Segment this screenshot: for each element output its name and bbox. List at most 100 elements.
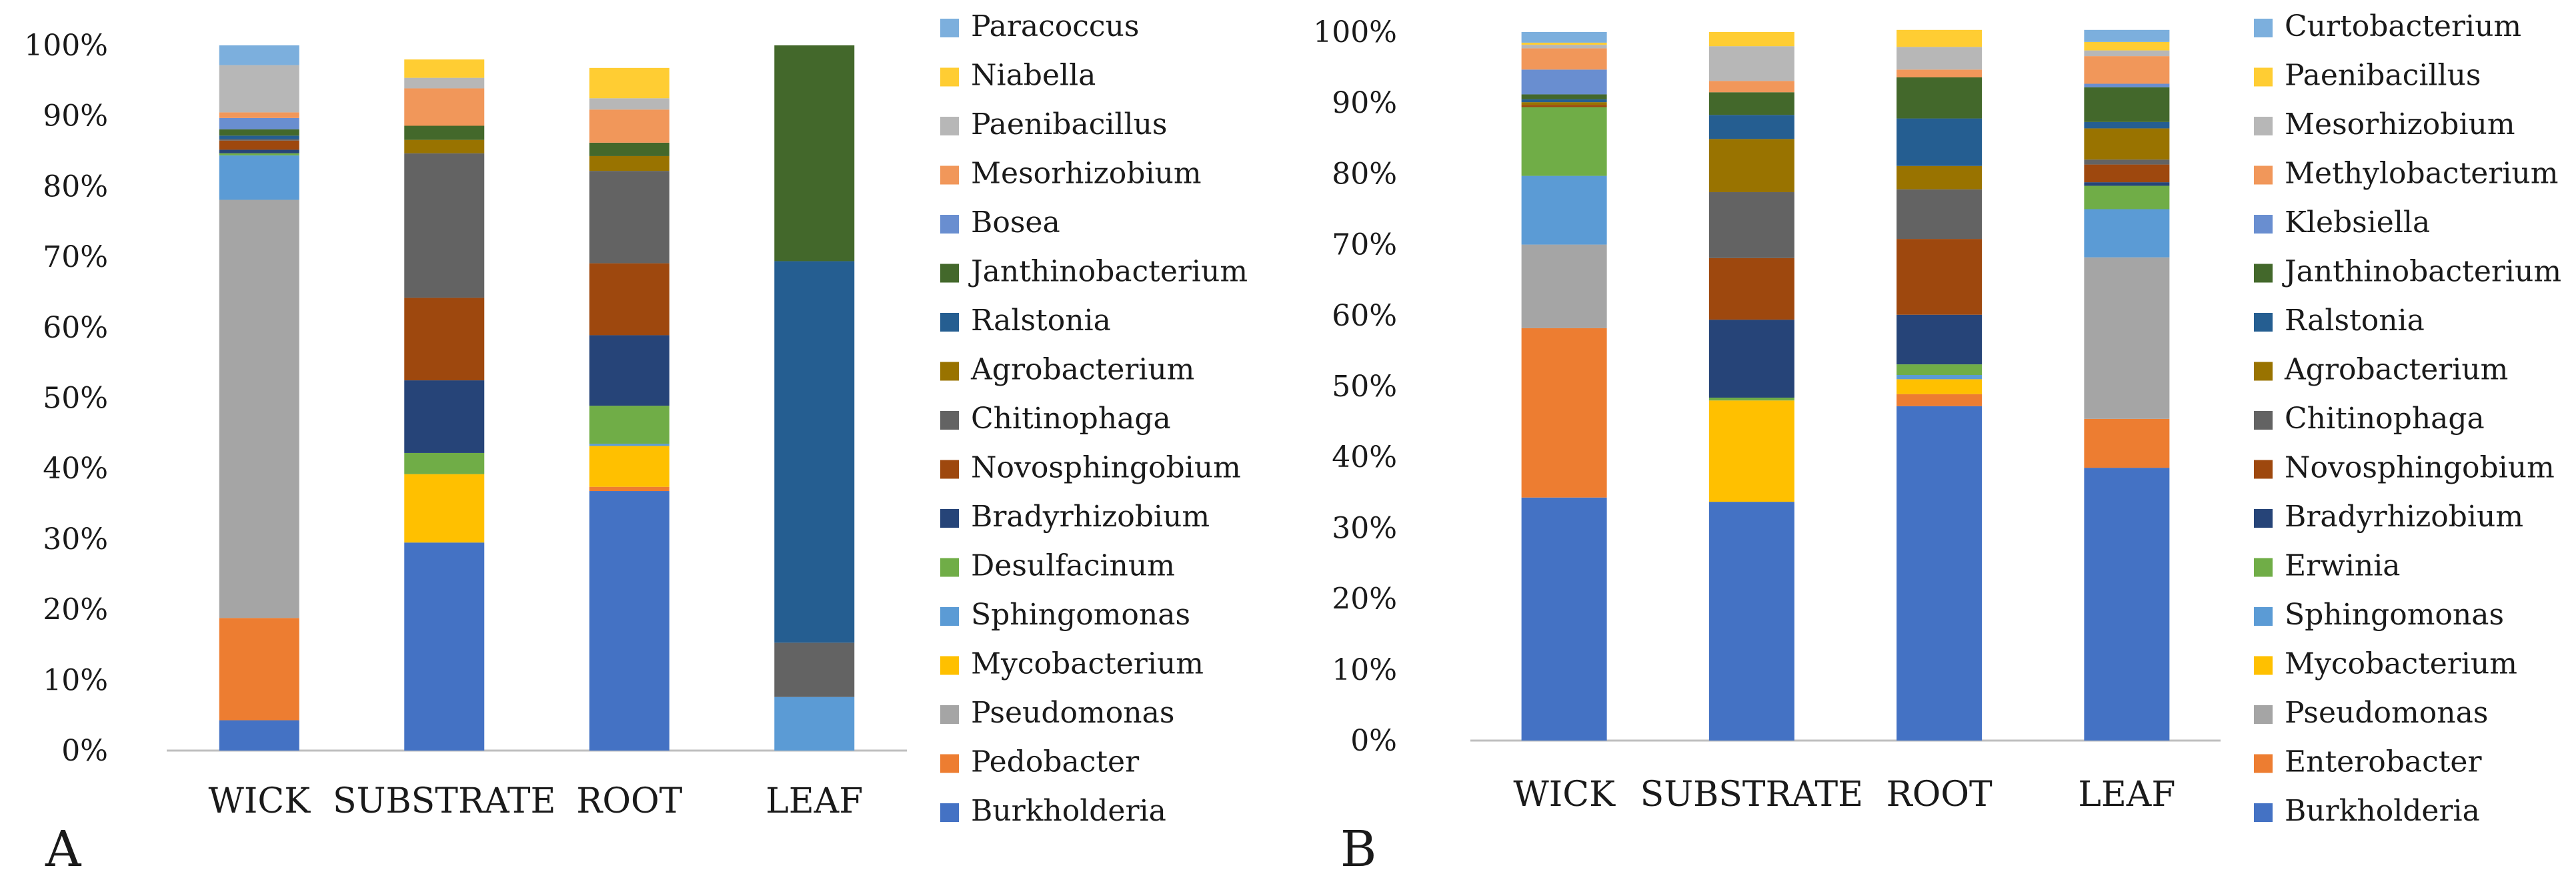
bar-segment-substrate-mycobacterium <box>404 474 485 543</box>
y-tick-label: 80% <box>1332 157 1397 191</box>
bar-segment-leaf-sphingomonas <box>774 697 855 751</box>
bar-segment-leaf-agrobacterium <box>2084 128 2170 160</box>
y-tick-label: 20% <box>43 593 108 627</box>
bar-segment-root-mycobacterium <box>1896 379 1983 394</box>
y-tick-label: 70% <box>43 240 108 274</box>
bar-segment-substrate-mesorhizobium <box>1708 46 1794 81</box>
legend-swatch-niabella <box>940 67 959 87</box>
legend-swatch-novosphingobium <box>940 460 959 479</box>
legend-label-sphingomonas: Sphingomonas <box>2285 598 2504 632</box>
bar-segment-wick-erwinia <box>1521 107 1607 176</box>
legend-swatch-mycobacterium <box>2254 656 2273 675</box>
legend-label-burkholderia: Burkholderia <box>2285 794 2480 828</box>
legend-label-mesorhizobium: Mesorhizobium <box>971 157 1202 191</box>
bar-segment-substrate-erwinia <box>1708 397 1794 401</box>
y-tick-label: 100% <box>24 29 108 63</box>
panel-label: B <box>1340 821 1376 878</box>
bar-segment-leaf-mesorhizobium <box>2084 50 2170 57</box>
bar-segment-wick-mesorhizobium <box>219 112 299 118</box>
bar-segment-wick-janthinobacterium <box>219 129 299 136</box>
legend-swatch-paenibacillus <box>2254 67 2273 87</box>
bar-segment-substrate-chitinophaga <box>1708 192 1794 258</box>
legend-swatch-curtobacterium <box>2254 19 2273 37</box>
bar-segment-root-sphingomonas <box>1896 375 1983 380</box>
bar-segment-leaf-janthinobacterium <box>774 45 855 262</box>
bar-segment-leaf-sphingomonas <box>2084 209 2170 258</box>
y-tick-label: 90% <box>43 99 108 133</box>
bar-segment-wick-burkholderia <box>219 720 299 751</box>
legend-swatch-enterobacter <box>2254 754 2273 773</box>
bar-segment-root-niabella <box>589 67 670 99</box>
panel-label: A <box>45 821 82 878</box>
x-category-label: SUBSTRATE <box>1640 775 1863 815</box>
y-tick-label: 40% <box>1332 440 1397 474</box>
legend-label-pseudomonas: Pseudomonas <box>971 696 1174 730</box>
legend-label-niabella: Niabella <box>971 59 1096 93</box>
y-tick-label: 100% <box>1313 15 1397 49</box>
legend-label-novosphingobium: Novosphingobium <box>971 451 1241 485</box>
bar-segment-wick-sphingomonas <box>1521 175 1607 245</box>
x-category-label: WICK <box>208 781 311 821</box>
y-tick-label: 0% <box>1350 724 1397 758</box>
bar-segment-substrate-novosphingobium <box>404 298 485 381</box>
legend-label-burkholderia: Burkholderia <box>971 794 1166 828</box>
legend-label-janthinobacterium: Janthinobacterium <box>2282 255 2561 289</box>
bar-segment-substrate-burkholderia <box>1708 502 1794 741</box>
bar-segment-wick-paenibacillus <box>1521 42 1607 45</box>
bar-segment-substrate-mesorhizobium <box>404 88 485 126</box>
legend-swatch-bosea <box>940 215 959 234</box>
bar-segment-root-sphingomonas <box>589 444 670 446</box>
bar-segment-root-bradyrhizobium <box>1896 314 1983 365</box>
legend-label-chitinophaga: Chitinophaga <box>2285 402 2485 436</box>
bar-segment-root-erwinia <box>1896 364 1983 376</box>
bar-segment-wick-mesorhizobium <box>1521 45 1607 49</box>
legend-swatch-mesorhizobium <box>2254 117 2273 135</box>
bar-segment-substrate-mycobacterium <box>1708 400 1794 502</box>
bar-segment-root-chitinophaga <box>1896 189 1983 240</box>
legend-swatch-paenibacillus <box>940 117 959 135</box>
bar-segment-leaf-janthinobacterium <box>2084 87 2170 122</box>
bar-segment-leaf-novosphingobium <box>2084 164 2170 183</box>
legend-swatch-bradyrhizobium <box>2254 509 2273 528</box>
bar-segment-root-janthinobacterium <box>1896 77 1983 119</box>
bar-segment-substrate-niabella <box>404 59 485 78</box>
bar-segment-wick-bosea <box>219 117 299 129</box>
bar-segment-root-agrobacterium <box>589 155 670 171</box>
bar-segment-substrate-janthinobacterium <box>1708 92 1794 115</box>
legend-swatch-mycobacterium <box>940 656 959 675</box>
bar-segment-wick-klebsiella <box>1521 69 1607 95</box>
legend-swatch-novosphingobium <box>2254 460 2273 479</box>
y-tick-label: 50% <box>1332 370 1397 404</box>
bar-segment-leaf-curtobacterium <box>2084 29 2170 42</box>
legend-swatch-sphingomonas <box>940 607 959 626</box>
legend-label-paenibacillus: Paenibacillus <box>971 107 1168 141</box>
y-tick-label: 70% <box>1332 228 1397 262</box>
bar-segment-wick-sphingomonas <box>219 155 299 200</box>
bar-segment-leaf-burkholderia <box>2084 468 2170 741</box>
x-category-label: SUBSTRATE <box>333 781 555 821</box>
legend-label-bosea: Bosea <box>971 205 1060 240</box>
bar-segment-root-chitinophaga <box>589 171 670 264</box>
legend-swatch-ralstonia <box>2254 313 2273 332</box>
bar-segment-wick-janthinobacterium <box>1521 94 1607 99</box>
legend-label-pedobacter: Pedobacter <box>971 745 1140 779</box>
bar-segment-substrate-paenibacillus <box>404 77 485 89</box>
bar-segment-substrate-paenibacillus <box>1708 32 1794 47</box>
bar-segment-substrate-burkholderia <box>404 542 485 751</box>
legend-label-janthinobacterium: Janthinobacterium <box>968 255 1248 289</box>
legend-label-mycobacterium: Mycobacterium <box>971 647 1204 681</box>
legend-label-curtobacterium: Curtobacterium <box>2285 9 2521 43</box>
bar-segment-leaf-paenibacillus <box>2084 41 2170 51</box>
x-category-label: WICK <box>1513 775 1616 815</box>
bar-segment-leaf-pseudomonas <box>2084 257 2170 419</box>
y-tick-label: 60% <box>1332 299 1397 333</box>
legend-swatch-klebsiella <box>2254 215 2273 234</box>
y-tick-label: 50% <box>43 382 108 416</box>
bar-segment-substrate-novosphingobium <box>1708 258 1794 320</box>
bar-segment-root-enterobacter <box>1896 394 1983 406</box>
bar-segment-root-burkholderia <box>1896 406 1983 741</box>
legend-swatch-bradyrhizobium <box>940 509 959 528</box>
y-tick-label: 0% <box>61 734 108 768</box>
bar-segment-wick-ralstonia <box>219 135 299 139</box>
legend-label-agrobacterium: Agrobacterium <box>970 353 1194 387</box>
